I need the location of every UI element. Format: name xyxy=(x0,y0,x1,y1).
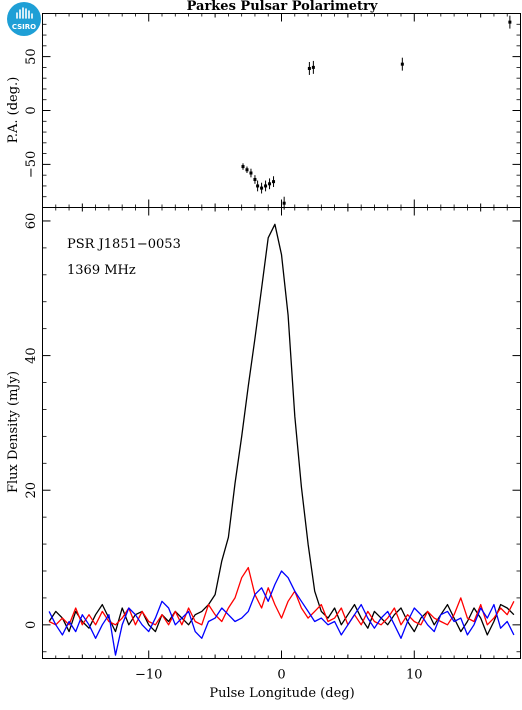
linear-polarization-line xyxy=(48,566,515,626)
y-tick-label: 20 xyxy=(24,482,39,499)
pa-point xyxy=(272,180,276,184)
pa-point xyxy=(245,168,249,172)
x-tick-label: 10 xyxy=(406,668,423,683)
pa-axis-label: P.A. (deg.) xyxy=(6,77,21,144)
pa-point xyxy=(241,165,245,169)
pa-point xyxy=(307,66,311,70)
pulsar-name: PSR J1851−0053 xyxy=(67,237,181,252)
csiro-logo-badge xyxy=(7,2,41,36)
y-tick-label: 0 xyxy=(24,621,39,629)
pa-panel-frame xyxy=(42,13,521,208)
flux-profile-lines xyxy=(48,223,515,656)
pa-point xyxy=(253,177,257,181)
flux-axis-label: Flux Density (mJy) xyxy=(6,371,21,493)
pa-point xyxy=(311,65,315,69)
pa-point xyxy=(282,201,286,205)
y-tick-label: 60 xyxy=(24,213,39,230)
flux-axis-ticks: −10 0 10 0 20 40 60 xyxy=(24,207,521,683)
pa-point xyxy=(508,20,512,24)
pa-axis-ticks: −50 0 50 xyxy=(24,13,521,208)
y-tick-label: 40 xyxy=(24,347,39,364)
x-tick-label: −10 xyxy=(135,668,162,683)
pa-point xyxy=(256,184,260,188)
pa-point xyxy=(249,171,253,175)
y-tick-label: 0 xyxy=(24,106,39,114)
pa-point xyxy=(264,184,268,188)
y-tick-label: 50 xyxy=(24,48,39,65)
x-tick-label: 0 xyxy=(277,668,285,683)
total-intensity-line xyxy=(48,223,515,636)
pa-point xyxy=(268,182,272,186)
observing-frequency: 1369 MHz xyxy=(67,263,136,278)
pa-point xyxy=(260,186,264,190)
x-axis-label: Pulse Longitude (deg) xyxy=(209,686,354,701)
csiro-logo: CSIRO xyxy=(7,2,41,36)
pa-data-points xyxy=(241,15,512,210)
circular-polarization-line xyxy=(48,570,515,656)
csiro-logo-text: CSIRO xyxy=(12,23,36,31)
y-tick-label: −50 xyxy=(24,151,39,178)
pa-point xyxy=(400,62,404,66)
chart-title: Parkes Pulsar Polarimetry xyxy=(187,0,378,14)
csiro-logo-mark xyxy=(16,7,33,19)
